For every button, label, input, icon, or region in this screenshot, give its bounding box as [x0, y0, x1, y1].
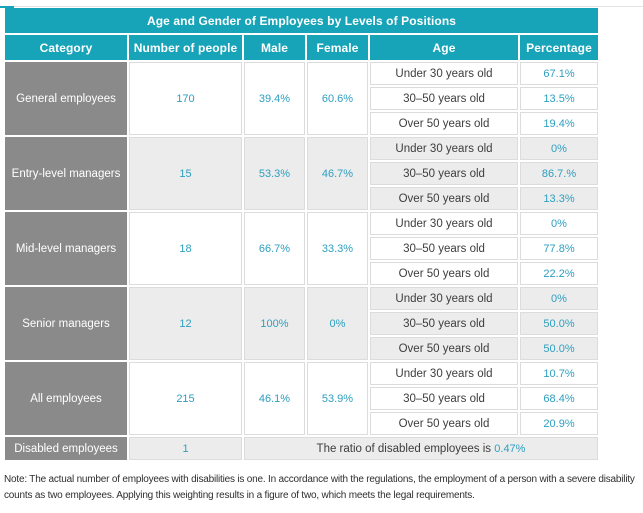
table-row: 30–50 years old 50.0% [5, 312, 599, 335]
table-row: Over 50 years old 50.0% [5, 337, 599, 360]
table-row: Mid-level managers 18 66.7% 33.3% Under 30 y… [5, 212, 598, 285]
disabled-ratio-cell: The ratio of disabled employees is 0.47% [244, 437, 599, 460]
percentage-cell: 13.3% [520, 187, 599, 210]
age-cell: Over 50 years old [370, 187, 518, 210]
column-header-percentage: Percentage [520, 35, 599, 60]
age-cell: 30–50 years old [370, 237, 518, 260]
percentage-cell: 86.7.% [520, 162, 599, 185]
age-cell: Under 30 years old [370, 212, 518, 235]
table-row: 30–50 years old 86.7.% [5, 162, 599, 185]
column-header-row: Category Number of people Male Female Ag… [5, 35, 599, 60]
female-cell: 60.6% [307, 62, 368, 135]
male-cell: 53.3% [244, 137, 305, 210]
disabled-employees-section: Disabled employees 1 The ratio of disabl… [5, 437, 599, 460]
percentage-cell: 19.4% [520, 112, 598, 135]
table-row: 30–50 years old 68.4% [5, 387, 598, 410]
number-cell: 12 [129, 287, 242, 360]
male-cell: 100% [244, 287, 305, 360]
disabled-ratio-label: The ratio of disabled employees is [316, 442, 495, 455]
category-cell: All employees [5, 362, 127, 435]
age-cell: Under 30 years old [370, 362, 518, 385]
male-cell: 46.1% [244, 362, 305, 435]
number-cell: 18 [129, 212, 242, 285]
column-header-male: Male [244, 35, 305, 60]
table-row: 30–50 years old 77.8% [5, 237, 598, 260]
column-header-category: Category [5, 35, 127, 60]
table-row: 30–50 years old 13.5% [5, 87, 598, 110]
footnote: Note: The actual number of employees wit… [4, 474, 635, 501]
table-row: Entry-level managers 15 53.3% 46.7% Under 30… [5, 137, 599, 210]
table-row: Over 50 years old 13.3% [5, 187, 599, 210]
top-edge-line [0, 6, 643, 7]
table-title: Age and Gender of Employees by Levels of… [5, 8, 599, 33]
percentage-cell: 77.8% [520, 237, 598, 260]
female-cell: 33.3% [307, 212, 368, 285]
category-cell: Senior managers [5, 287, 127, 360]
age-cell: Over 50 years old [370, 112, 518, 135]
female-cell: 0% [307, 287, 368, 360]
table-row: Over 50 years old 20.9% [5, 412, 598, 435]
table-row-disabled-employees: Disabled employees 1 The ratio of disabl… [5, 437, 599, 460]
age-cell: 30–50 years old [370, 162, 518, 185]
category-cell: Disabled employees [5, 437, 127, 460]
table-header: Age and Gender of Employees by Levels of… [5, 8, 599, 60]
top-left-teal-sliver [0, 6, 14, 8]
table-row: General employees 170 39.4% 60.6% Under 30 y… [5, 62, 598, 135]
female-cell: 46.7% [307, 137, 368, 210]
number-cell: 1 [129, 437, 242, 460]
table-row: Over 50 years old 22.2% [5, 262, 598, 285]
percentage-cell: 20.9% [520, 412, 598, 435]
employees-table: Age and Gender of Employees by Levels of… [3, 6, 600, 462]
percentage-cell: 0% [520, 287, 599, 310]
age-cell: Over 50 years old [370, 262, 518, 285]
column-header-female: Female [307, 35, 368, 60]
female-cell: 53.9% [307, 362, 368, 435]
percentage-cell: 0% [520, 212, 598, 235]
number-cell: 215 [129, 362, 242, 435]
age-cell: Under 30 years old [370, 137, 518, 160]
percentage-cell: 13.5% [520, 87, 598, 110]
percentage-cell: 68.4% [520, 387, 598, 410]
percentage-cell: 67.1% [520, 62, 598, 85]
age-cell: 30–50 years old [370, 387, 518, 410]
percentage-cell: 22.2% [520, 262, 598, 285]
age-cell: 30–50 years old [370, 312, 518, 335]
male-cell: 39.4% [244, 62, 305, 135]
male-cell: 66.7% [244, 212, 305, 285]
age-cell: Under 30 years old [370, 287, 518, 310]
column-header-age: Age [370, 35, 518, 60]
disabled-ratio-value: 0.47% [494, 442, 526, 455]
age-cell: Over 50 years old [370, 412, 518, 435]
number-cell: 15 [129, 137, 242, 210]
table-row: Over 50 years old 19.4% [5, 112, 598, 135]
table-row: Senior managers 12 100% 0% Under 30 years ol… [5, 287, 599, 360]
percentage-cell: 0% [520, 137, 599, 160]
age-cell: 30–50 years old [370, 87, 518, 110]
table-row: All employees 215 46.1% 53.9% Under 30 years… [5, 362, 598, 435]
percentage-cell: 10.7% [520, 362, 598, 385]
table-body: General employees 170 39.4% 60.6% Under 30 y… [5, 62, 599, 435]
title-row: Age and Gender of Employees by Levels of… [5, 8, 599, 33]
number-cell: 170 [129, 62, 242, 135]
age-cell: Over 50 years old [370, 337, 518, 360]
percentage-cell: 50.0% [520, 312, 599, 335]
column-header-number-of-people: Number of people [129, 35, 242, 60]
percentage-cell: 50.0% [520, 337, 599, 360]
category-cell: Mid-level managers [5, 212, 127, 285]
category-cell: General employees [5, 62, 127, 135]
age-cell: Under 30 years old [370, 62, 518, 85]
category-cell: Entry-level managers [5, 137, 127, 210]
